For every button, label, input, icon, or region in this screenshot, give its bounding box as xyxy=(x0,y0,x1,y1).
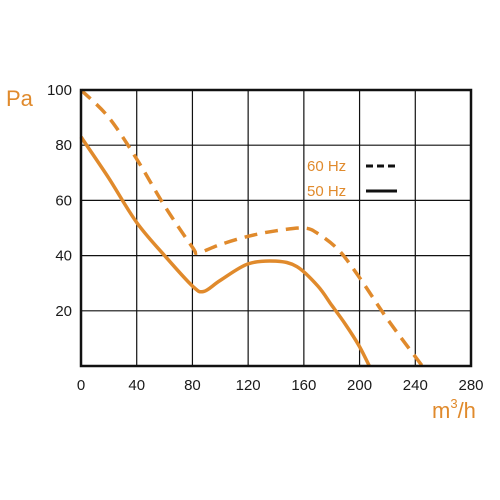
y-axis-unit-label: Pa xyxy=(6,86,34,111)
legend-label: 50 Hz xyxy=(307,183,346,200)
plot-frame xyxy=(79,88,473,368)
x-tick-label: 200 xyxy=(347,377,372,394)
tick-labels: 0 40 80 120 160 200 240 280 20 40 60 80 100 xyxy=(47,82,484,394)
legend: 60 Hz 50 Hz xyxy=(307,158,397,200)
x-tick-label: 80 xyxy=(184,377,201,394)
x-axis-unit-label: m3/h xyxy=(432,396,476,423)
x-tick-label: 40 xyxy=(128,377,145,394)
x-tick-label: 280 xyxy=(458,377,483,394)
x-axis-unit-superscript: 3 xyxy=(450,396,457,411)
x-tick-label: 120 xyxy=(236,377,261,394)
curve-layer xyxy=(79,88,424,368)
x-tick-label: 0 xyxy=(77,377,85,394)
legend-label: 60 Hz xyxy=(307,158,346,175)
y-tick-label: 20 xyxy=(55,303,72,320)
series-line-50hz xyxy=(79,135,371,367)
y-tick-label: 80 xyxy=(55,137,72,154)
plot-border xyxy=(79,88,473,368)
y-tick-label: 60 xyxy=(55,192,72,209)
x-tick-label: 160 xyxy=(291,377,316,394)
grid-lines xyxy=(81,90,471,366)
y-tick-label: 100 xyxy=(47,82,72,99)
series-line-60hz xyxy=(79,88,424,368)
x-axis-unit-tail: /h xyxy=(458,398,476,423)
x-axis-unit-base: m xyxy=(432,398,450,423)
x-tick-label: 240 xyxy=(403,377,428,394)
y-tick-label: 40 xyxy=(55,248,72,265)
